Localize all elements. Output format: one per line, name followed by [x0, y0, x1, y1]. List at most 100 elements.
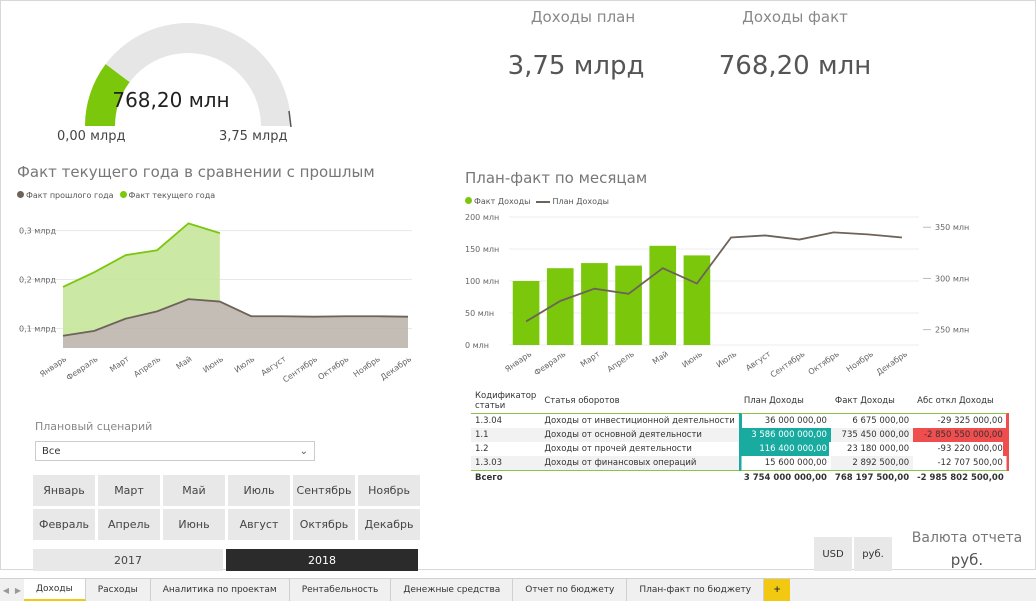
monthly-combo-chart[interactable]: 0 млн 50 млн 100 млн 150 млн 200 млн 250 млн 3…: [461, 209, 981, 389]
year-button-2018[interactable]: 2018: [226, 549, 418, 571]
cell-fact: 735 450 000,00: [830, 428, 914, 442]
year-button-2017[interactable]: 2017: [33, 549, 223, 571]
tab-scroll-left-icon[interactable]: ◀: [2, 585, 10, 595]
x-tick-label: Июль: [715, 349, 739, 369]
legend-dot-curr: [119, 191, 127, 198]
x-tick-label: Декабрь: [875, 349, 910, 377]
currency-button-usd[interactable]: USD: [814, 537, 852, 571]
y-tick-label: 0,2 млрд: [19, 276, 56, 285]
x-tick-label: Февраль: [532, 349, 567, 377]
cell-code: 1.3.03: [471, 456, 541, 471]
x-tick-label: Сентябрь: [281, 354, 319, 384]
fact-bar[interactable]: [683, 255, 711, 345]
x-tick-label: Май: [651, 349, 670, 366]
plan-line: [525, 231, 902, 323]
month-button-aug[interactable]: Август: [228, 509, 290, 540]
tab-profitability[interactable]: Рентабельность: [290, 579, 392, 601]
month-button-may[interactable]: Май: [163, 475, 225, 506]
month-button-dec[interactable]: Декабрь: [358, 509, 420, 540]
month-button-nov[interactable]: Ноябрь: [358, 475, 420, 506]
total-empty: [540, 470, 740, 485]
gauge-value: 768,20 млн: [91, 88, 251, 112]
cell-code: 1.1: [471, 428, 541, 442]
tab-budget-report[interactable]: Отчет по бюджету: [513, 579, 628, 601]
legend-line-plan: [536, 200, 551, 203]
col-header-code[interactable]: Кодификатор статьи: [471, 389, 541, 414]
add-page-button[interactable]: +: [764, 579, 791, 601]
table-row[interactable]: 1.1 Доходы от основной деятельности 3 586 …: [471, 428, 1009, 442]
tab-expenses[interactable]: Расходы: [86, 579, 151, 601]
month-button-jun[interactable]: Июнь: [163, 509, 225, 540]
cell-code: 1.2: [475, 444, 489, 454]
cell-fact: 2 892 500,00: [830, 456, 914, 471]
x-tick-label: Ноябрь: [352, 354, 382, 379]
currency-button-rub[interactable]: руб.: [854, 537, 892, 571]
col-header-dev[interactable]: Абс откл Доходы: [913, 389, 1008, 414]
table-row[interactable]: 1.3.04 Доходы от инвестиционной деятельно…: [471, 413, 1009, 428]
scenario-dropdown[interactable]: Все ⌄: [35, 441, 315, 461]
fact-bar[interactable]: [615, 265, 642, 345]
legend-dot-fact: [465, 197, 472, 204]
fact-bar[interactable]: [581, 263, 608, 345]
gauge-fill: [85, 64, 130, 126]
col-header-plan[interactable]: План Доходы: [739, 389, 831, 414]
col-header-fact[interactable]: Факт Доходы: [830, 389, 914, 414]
cell-dev: -12 707 500,00: [913, 456, 1009, 471]
tab-budget-plan-fact[interactable]: План-факт по бюджету: [627, 579, 765, 601]
y-right-tick-label: 300 млн: [935, 274, 969, 283]
fact-bar[interactable]: [649, 245, 677, 345]
total-plan: 3 754 000 000,00: [739, 470, 831, 485]
month-slicer: Январь Март Май Июль Сентябрь Ноябрь Фев…: [33, 475, 420, 540]
cell-article: Доходы от основной деятельности: [540, 428, 740, 442]
x-tick-label: Август: [744, 349, 773, 373]
y-right-tick-label: 250 млн: [935, 326, 969, 335]
x-tick-label: Апрель: [606, 349, 636, 374]
gauge-value-unit: млн: [188, 88, 230, 112]
currency-value: руб.: [950, 551, 984, 569]
month-button-sep[interactable]: Сентябрь: [293, 475, 355, 506]
x-tick-label: Январь: [503, 349, 533, 374]
col-header-article[interactable]: Статья оборотов: [540, 389, 740, 414]
month-button-apr[interactable]: Апрель: [98, 509, 160, 540]
cell-fact: 23 180 000,00: [846, 444, 910, 454]
legend-item-fact[interactable]: Факт Доходы: [465, 197, 530, 206]
x-tick-label: Февраль: [65, 354, 100, 382]
gauge-max-label: 3,75 млрд: [219, 129, 288, 144]
x-tick-label: Декабрь: [379, 354, 414, 382]
scenario-slicer-title: Плановый сценарий: [35, 420, 153, 433]
table-row[interactable]: 1.3.03 Доходы от финансовых операций 15 60…: [471, 456, 1009, 471]
month-button-jul[interactable]: Июль: [228, 475, 290, 506]
legend-item-curr[interactable]: Факт текущего года: [119, 191, 215, 200]
tab-cash[interactable]: Денежные средства: [391, 579, 514, 601]
x-tick-label: Июль: [233, 354, 257, 374]
kpi-fact-value: 768,20 млн: [718, 51, 872, 81]
legend-item-prev[interactable]: Факт прошлого года: [17, 191, 114, 200]
cell-plan: 15 600 000,00: [738, 456, 831, 471]
cell-plan: 116 400 000,00: [738, 442, 831, 456]
tab-revenue[interactable]: Доходы: [24, 579, 86, 601]
total-fact: 768 197 500,00: [830, 470, 914, 485]
y-right-tick-label: 350 млн: [935, 223, 969, 232]
x-tick-label: Июнь: [680, 349, 704, 370]
cell-plan: 3 586 000 000,00: [738, 428, 831, 442]
fact-bar[interactable]: [512, 281, 540, 345]
x-tick-label: Сентябрь: [769, 349, 807, 379]
cell-dev: -93 220 000,00: [913, 442, 1009, 456]
total-dev: -2 985 802 500,00: [913, 470, 1008, 485]
y-left-tick-label: 50 млн: [465, 309, 494, 318]
tab-project-analytics[interactable]: Аналитика по проектам: [151, 579, 290, 601]
month-button-feb[interactable]: Февраль: [33, 509, 95, 540]
legend-item-plan[interactable]: План Доходы: [536, 197, 609, 206]
total-label: Всего: [471, 470, 541, 485]
legend-label-fact: Факт Доходы: [474, 197, 531, 206]
table-row[interactable]: 1.2 Доходы от прочей деятельности 116 400 …: [471, 442, 1009, 456]
month-button-mar[interactable]: Март: [98, 475, 160, 506]
tab-scroll-right-icon[interactable]: ▶: [14, 585, 22, 595]
page-tab-bar: ◀ ▶ Доходы Расходы Аналитика по проектам…: [0, 578, 1036, 601]
legend-label-plan: План Доходы: [552, 197, 609, 206]
month-button-jan[interactable]: Январь: [33, 475, 95, 506]
cell-plan: 36 000 000,00: [738, 413, 831, 428]
prev-year-line: [62, 298, 409, 337]
month-button-oct[interactable]: Октябрь: [293, 509, 355, 540]
